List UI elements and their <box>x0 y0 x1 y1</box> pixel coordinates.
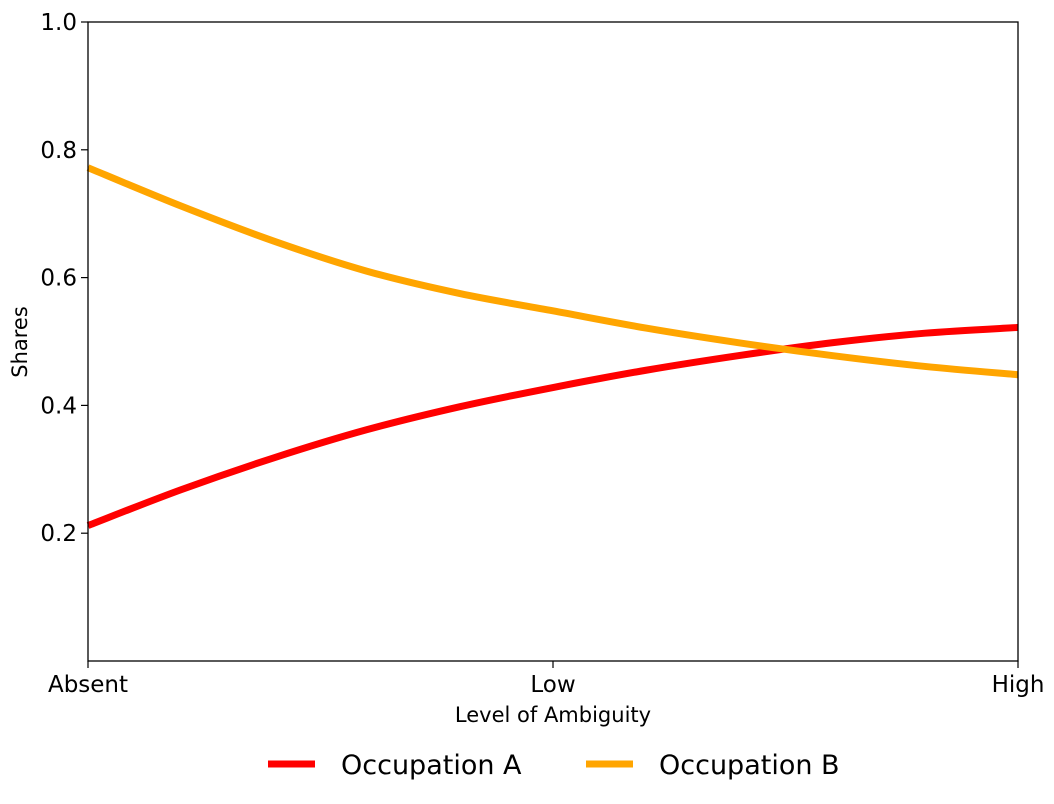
series-group <box>86 164 1019 529</box>
x-tick-label: Low <box>530 672 575 698</box>
x-tick-label: Absent <box>48 672 128 698</box>
y-tick-label: 0.6 <box>40 266 77 292</box>
x-axis-label: Level of Ambiguity <box>455 703 651 727</box>
axes: 0.2 0.4 0.6 0.8 1.0 Absent Low High <box>40 10 1044 698</box>
plot-area-border <box>87 21 1019 662</box>
x-tick-label: High <box>992 672 1045 698</box>
y-tick-label: 1.0 <box>40 10 77 36</box>
legend: Occupation A Occupation B <box>268 750 840 781</box>
series-line-occupation-b <box>86 164 1019 379</box>
series-line-occupation-a <box>86 323 1019 529</box>
y-axis-label: Shares <box>8 306 32 378</box>
legend-label-occupation-a: Occupation A <box>341 750 522 781</box>
y-tick-label: 0.2 <box>40 521 77 547</box>
y-tick-label: 0.8 <box>40 138 77 164</box>
plot-frame <box>87 21 1019 662</box>
legend-label-occupation-b: Occupation B <box>659 750 840 781</box>
y-tick-label: 0.4 <box>40 393 77 419</box>
